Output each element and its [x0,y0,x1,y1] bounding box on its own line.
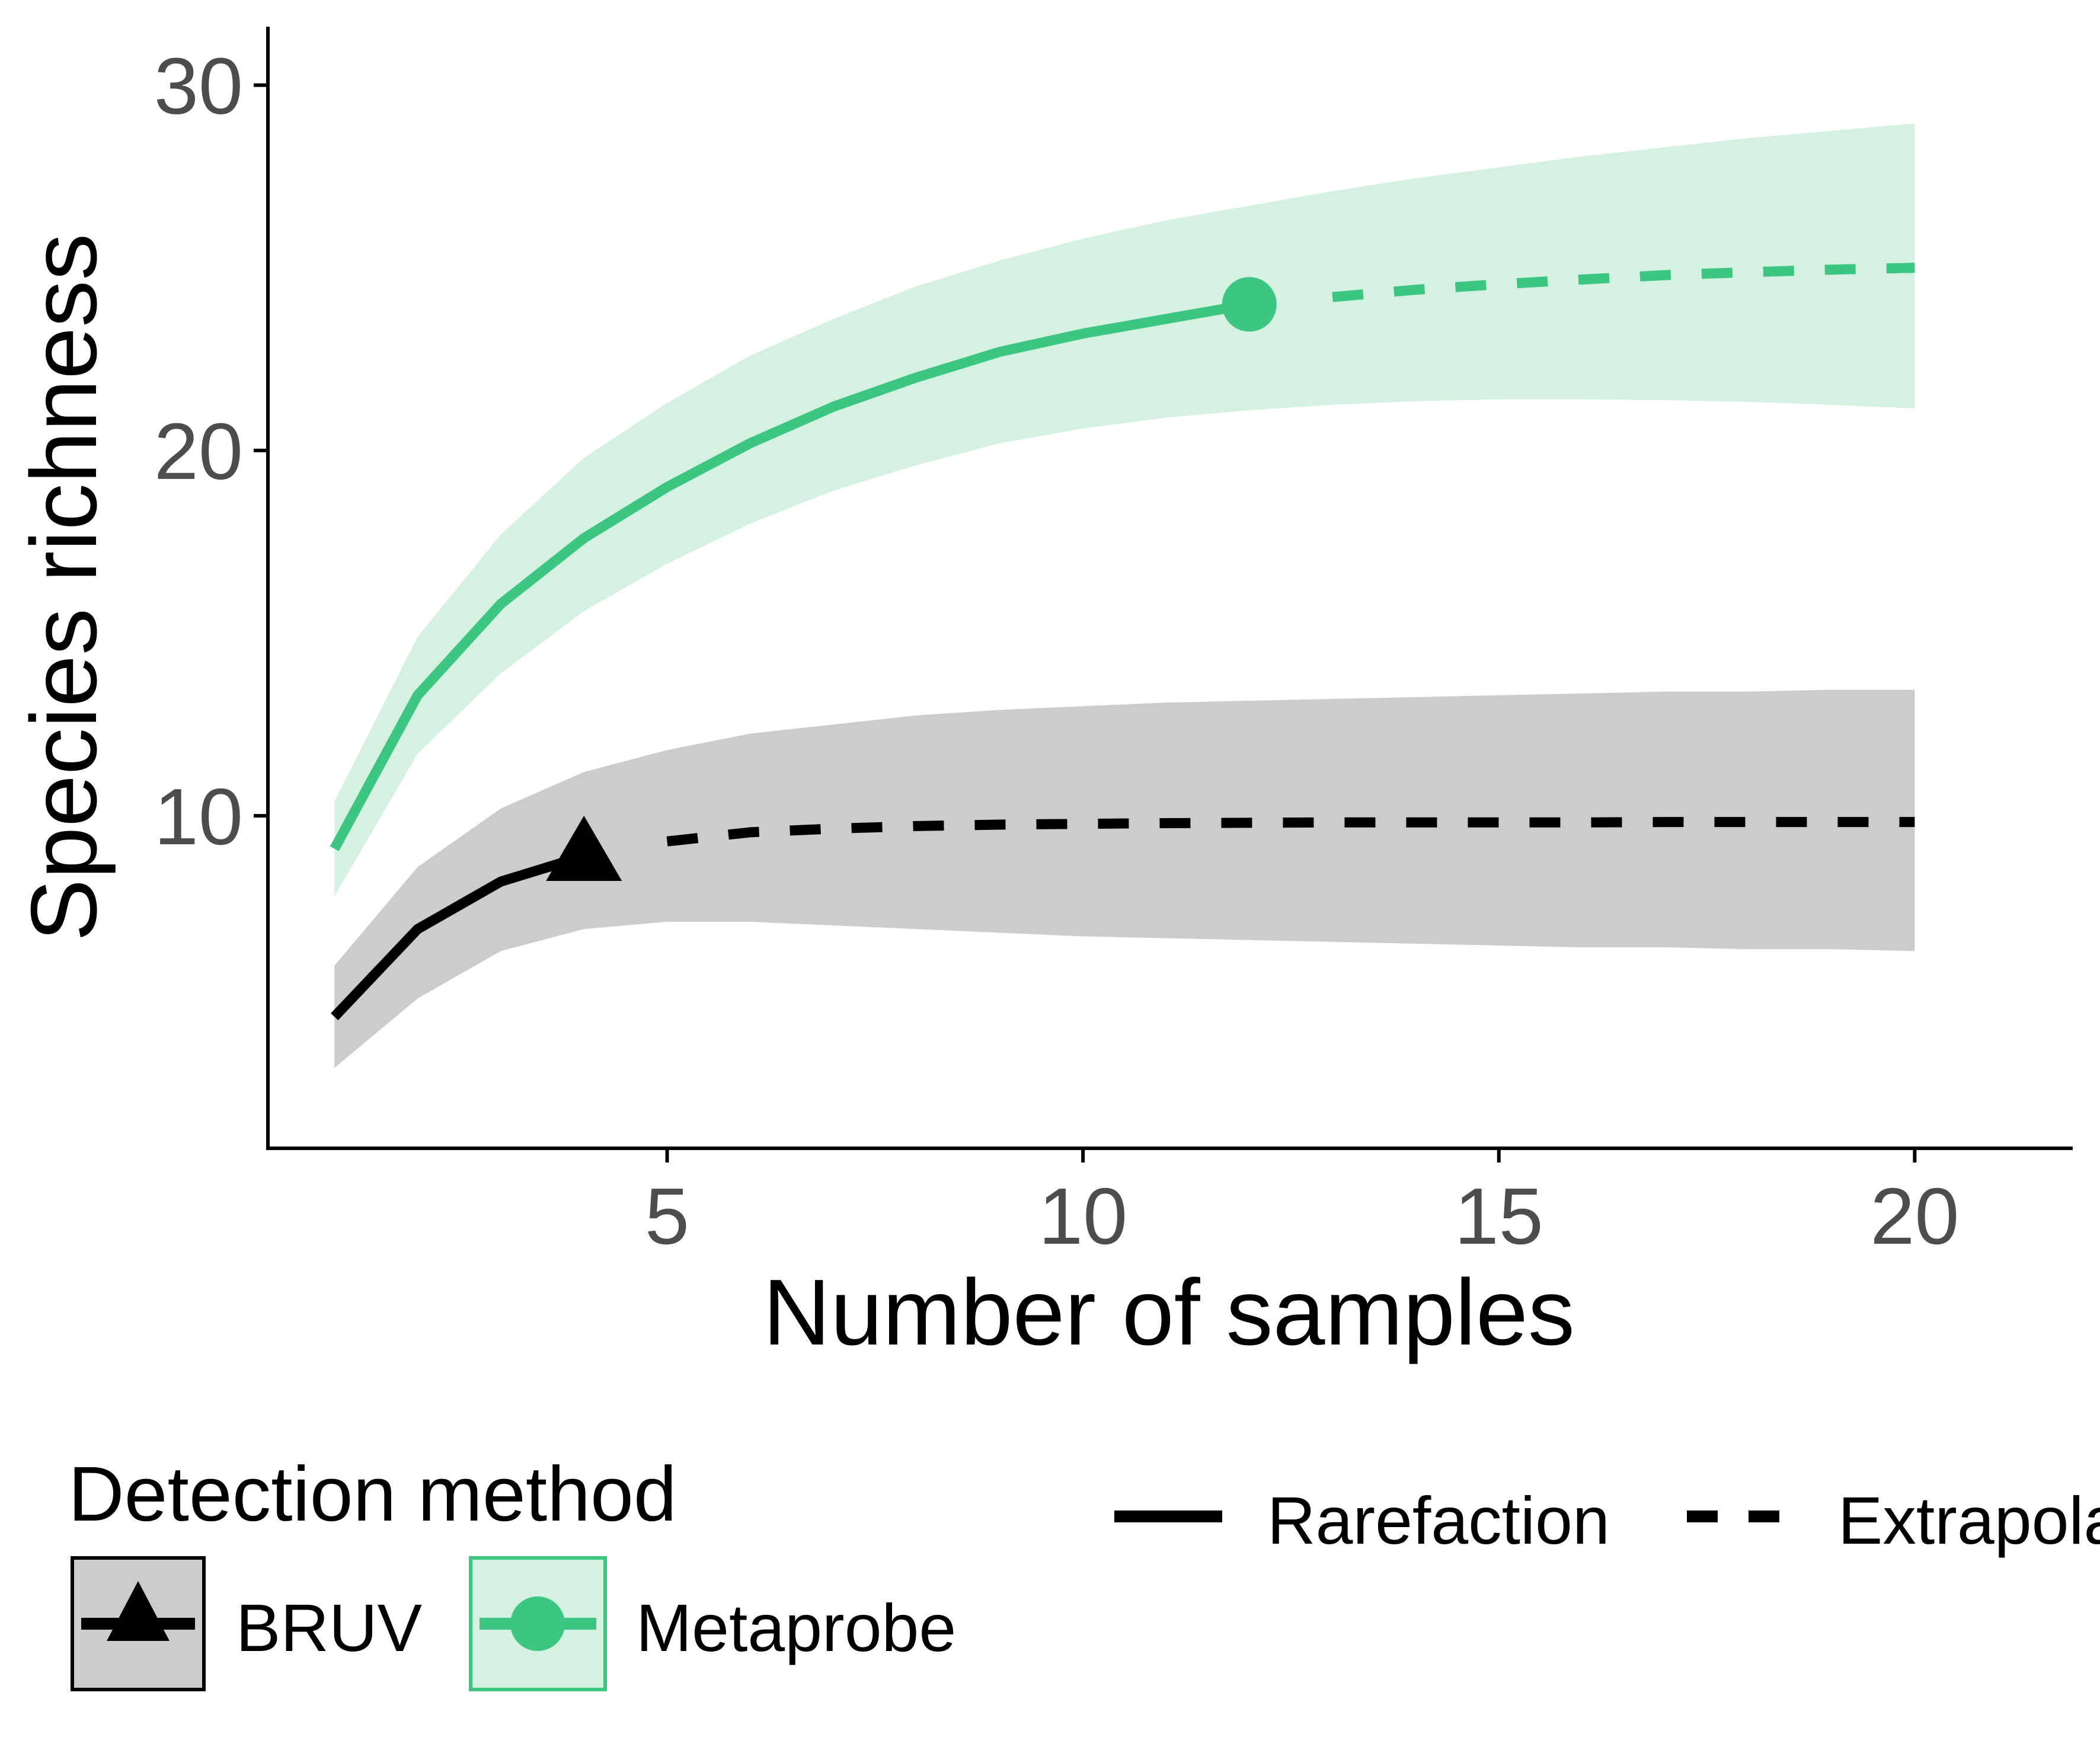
axis-ticks: 5 10 15 20 10 20 30 [154,41,1960,1261]
legend-key-bruv [71,1556,206,1691]
triangle-marker-icon [107,1581,170,1641]
series-lines [330,263,1915,1020]
metaprobe-observed-point [1222,277,1277,332]
legend-label-bruv: BRUV [236,1591,422,1665]
y-tick-label: 10 [154,772,243,861]
y-axis-title: Species richness [12,234,116,941]
circle-marker-icon [510,1596,565,1651]
bruv-confidence-ribbon [334,689,1915,1068]
legend-label-extrapolation: Extrapolation [1838,1483,2100,1558]
bruv-extrapolation-line [666,817,1915,847]
y-tick-label: 30 [154,41,243,131]
x-tick-label: 5 [645,1171,689,1261]
x-tick-label: 20 [1870,1171,1959,1261]
legend-label-rarefaction: Rarefaction [1267,1483,1610,1558]
observed-markers [546,277,1277,881]
legend-title: Detection method [68,1450,677,1537]
bruv-rarefaction-line [331,851,586,1020]
metaprobe-confidence-ribbon [334,123,1915,896]
bruv-observed-point [546,815,622,881]
legend-key-metaprobe [469,1556,607,1691]
legend-label-metaprobe: Metaprobe [636,1591,956,1665]
x-tick-label: 10 [1038,1171,1127,1261]
y-tick-label: 20 [154,407,243,496]
x-tick-label: 15 [1455,1171,1543,1261]
confidence-ribbons [334,123,1915,1068]
x-axis-title: Number of samples [763,1260,1575,1365]
metaprobe-rarefaction-line [330,299,1251,851]
